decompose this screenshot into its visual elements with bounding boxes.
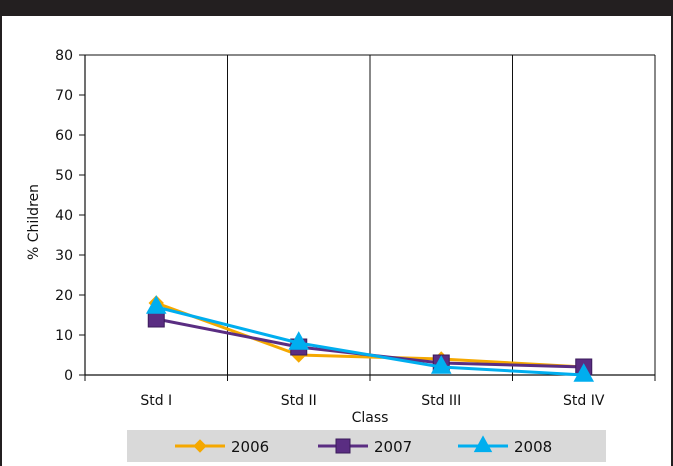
y-axis-label: % Children	[26, 184, 42, 260]
x-tick-label: Std I	[140, 393, 172, 409]
legend-item-2008: 2008	[458, 435, 552, 456]
data-point-triangle	[573, 363, 595, 382]
y-tick-label: 80	[55, 48, 73, 64]
series-line	[155, 305, 584, 377]
y-tick-label: 0	[64, 368, 73, 384]
y-tick-label: 10	[55, 328, 73, 344]
legend-item-2007: 2007	[318, 438, 412, 456]
legend-item-2006: 2006	[175, 438, 269, 456]
data-point-triangle	[145, 295, 167, 314]
y-tick-label: 70	[55, 88, 73, 104]
x-tick-label: Std III	[421, 393, 461, 409]
gridlines	[85, 54, 656, 375]
data-point-triangle	[288, 331, 310, 350]
legend-marker	[473, 435, 493, 453]
x-tick-labels: Std I Std II Std III Std IV	[140, 393, 605, 409]
frame-left-border	[0, 16, 2, 466]
legend-marker	[193, 439, 207, 453]
axes	[79, 54, 656, 381]
series-group	[145, 295, 595, 382]
y-tick-label: 40	[55, 208, 73, 224]
y-tick-label: 60	[55, 128, 73, 144]
y-tick-label: 20	[55, 288, 73, 304]
x-tick-label: Std IV	[563, 393, 605, 409]
frame-right-border	[671, 16, 673, 466]
legend-label: 2006	[231, 438, 269, 456]
series-2008	[145, 295, 595, 382]
header-bar	[0, 0, 673, 16]
x-axis-label: Class	[352, 410, 389, 426]
data-point-triangle	[430, 355, 452, 374]
x-tick-label: Std II	[281, 393, 317, 409]
legend-label: 2008	[514, 438, 552, 456]
y-tick-label: 50	[55, 168, 73, 184]
y-tick-labels: 0 10 20 30 40 50 60 70 80	[55, 48, 73, 384]
y-tick-label: 30	[55, 248, 73, 264]
legend: 2006 2007 2008	[127, 430, 606, 462]
legend-label: 2007	[374, 438, 412, 456]
series-line	[155, 301, 584, 369]
legend-marker	[335, 438, 351, 454]
